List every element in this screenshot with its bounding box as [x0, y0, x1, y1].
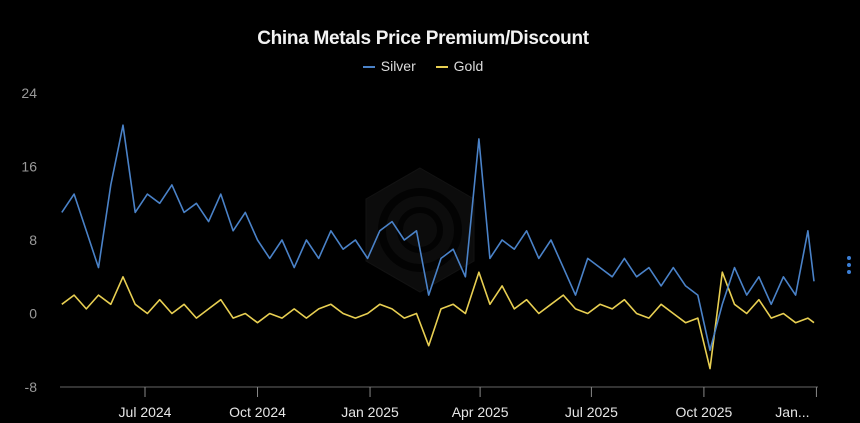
- y-tick-label: -8: [25, 379, 38, 395]
- y-tick-label: 8: [29, 232, 37, 248]
- gold-swatch: [435, 66, 448, 69]
- series-line-gold: [61, 271, 815, 370]
- watermark-logo: [365, 167, 475, 293]
- y-tick-label: 24: [21, 85, 37, 101]
- legend-item-gold[interactable]: Gold: [435, 58, 484, 74]
- x-tick-label: Oct 2025: [675, 404, 732, 420]
- x-tick-label: Oct 2024: [229, 404, 286, 420]
- x-tick-label: Jul 2025: [565, 404, 618, 420]
- legend-item-silver[interactable]: Silver: [362, 58, 416, 74]
- x-tick-label: Apr 2025: [452, 404, 509, 420]
- chart-title: China Metals Price Premium/Discount: [257, 28, 589, 49]
- legend-label-silver: Silver: [380, 58, 416, 74]
- series-line-silver: [61, 124, 815, 352]
- x-tick-label: Jan...: [775, 404, 809, 420]
- legend[interactable]: Silver Gold: [0, 58, 846, 74]
- y-tick-label: 0: [29, 306, 37, 322]
- x-tick-label: Jan 2025: [341, 404, 399, 420]
- x-tick-label: Jul 2024: [119, 404, 172, 420]
- vertical-ellipsis-icon[interactable]: [845, 256, 853, 278]
- silver-swatch: [362, 66, 375, 69]
- legend-label-gold: Gold: [453, 58, 484, 74]
- y-tick-label: 16: [21, 159, 37, 175]
